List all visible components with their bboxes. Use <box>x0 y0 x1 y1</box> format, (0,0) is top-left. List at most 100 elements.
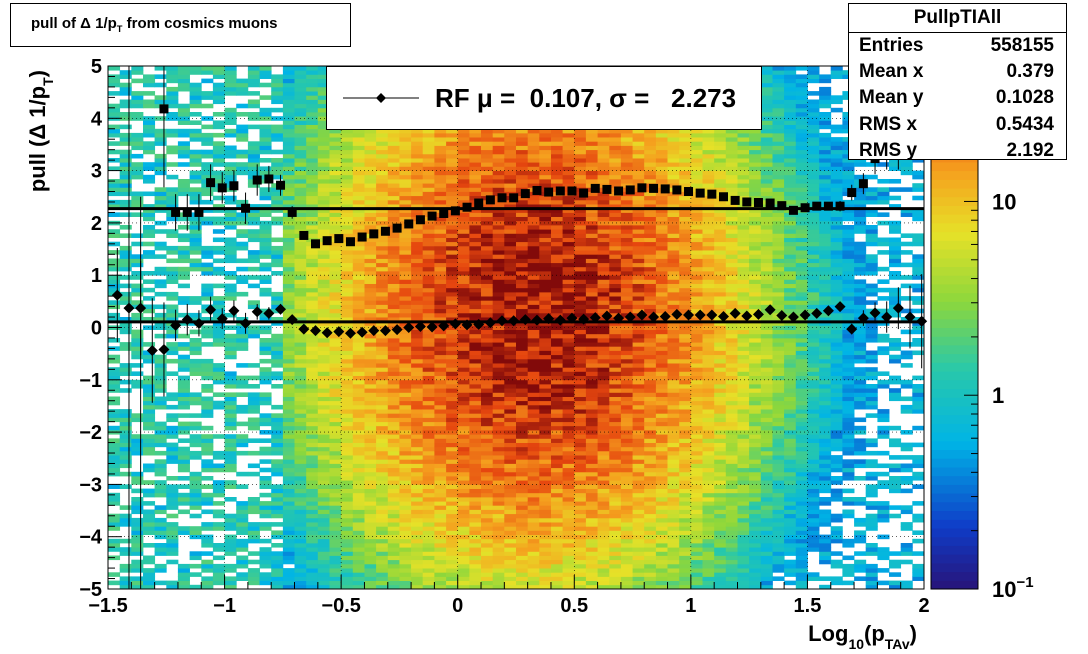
heatmap-cell <box>446 551 459 556</box>
heatmap-cell <box>189 329 202 335</box>
heatmap-cell <box>294 174 307 180</box>
heatmap-cell <box>119 291 132 297</box>
heatmap-cell <box>551 304 564 310</box>
heatmap-cell <box>399 346 412 351</box>
heatmap-cell <box>585 275 598 280</box>
heatmap-cell <box>539 547 552 552</box>
heatmap-cell <box>236 375 249 381</box>
heatmap-cell <box>143 308 156 314</box>
heatmap-cell <box>539 220 552 226</box>
heatmap-cell <box>434 492 447 498</box>
heatmap-cell <box>119 262 132 268</box>
heatmap-cell <box>317 229 330 234</box>
heatmap-cell <box>597 367 610 372</box>
heatmap-cell <box>516 421 529 427</box>
heatmap-cell <box>457 476 470 481</box>
heatmap-cell <box>306 396 319 402</box>
heatmap-cell <box>516 471 529 477</box>
heatmap-cell <box>119 275 132 280</box>
heatmap-cell <box>481 145 494 151</box>
heatmap-cell <box>457 233 470 238</box>
heatmap-cell <box>364 580 377 586</box>
heatmap-cell <box>259 522 272 527</box>
heatmap-cell <box>446 522 459 527</box>
heatmap-cell <box>504 262 517 268</box>
heatmap-cell <box>212 572 225 577</box>
heatmap-cell <box>154 404 167 410</box>
heatmap-cell <box>620 199 633 205</box>
heatmap-cell <box>212 195 225 201</box>
heatmap-cell <box>352 149 365 155</box>
heatmap-cell <box>282 258 295 264</box>
heatmap-cell <box>457 442 470 448</box>
heatmap-cell <box>527 409 540 414</box>
heatmap-cell <box>131 166 144 171</box>
heatmap-cell <box>446 153 459 159</box>
heatmap-cell <box>119 471 132 477</box>
heatmap-cell <box>119 568 132 573</box>
heatmap-cell <box>411 254 424 259</box>
heatmap-cell <box>294 86 307 92</box>
heatmap-cell <box>177 250 190 255</box>
heatmap-cell <box>434 158 447 163</box>
heatmap-cell <box>562 137 575 142</box>
heatmap-cell <box>516 338 529 343</box>
heatmap-cell <box>306 547 319 552</box>
heatmap-cell <box>504 421 517 427</box>
heatmap-cell <box>387 266 400 272</box>
heatmap-cell <box>411 400 424 406</box>
heatmap-cell <box>539 434 552 439</box>
heatmap-cell <box>224 312 237 318</box>
heatmap-cell <box>434 287 447 293</box>
heatmap-cell <box>504 153 517 159</box>
heatmap-cell <box>306 287 319 293</box>
heatmap-cell <box>574 497 587 502</box>
heatmap-cell <box>224 91 237 96</box>
heatmap-cell <box>282 241 295 247</box>
heatmap-cell <box>329 321 342 326</box>
heatmap-cell <box>352 522 365 527</box>
heatmap-cell <box>387 199 400 205</box>
heatmap-cell <box>387 459 400 464</box>
heatmap-cell <box>271 149 284 155</box>
heatmap-cell <box>597 179 610 184</box>
heatmap-cell <box>201 576 214 581</box>
heatmap-cell <box>422 434 435 439</box>
heatmap-cell <box>620 434 633 439</box>
heatmap-cell <box>387 526 400 531</box>
heatmap-cell <box>620 497 633 502</box>
heatmap-cell <box>411 522 424 527</box>
heatmap-cell <box>481 459 494 464</box>
heatmap-cell <box>294 400 307 406</box>
heatmap-cell <box>143 74 156 79</box>
heatmap-cell <box>469 467 482 473</box>
heatmap-cell <box>143 463 156 469</box>
heatmap-cell <box>504 174 517 180</box>
heatmap-cell <box>212 91 225 96</box>
heatmap-cell <box>201 400 214 406</box>
heatmap-cell <box>341 162 354 167</box>
heatmap-cell <box>527 404 540 410</box>
heatmap-cell <box>620 258 633 264</box>
heatmap-cell <box>364 312 377 318</box>
heatmap-cell <box>119 580 132 586</box>
heatmap-cell <box>364 132 377 138</box>
heatmap-cell <box>212 74 225 79</box>
heatmap-cell <box>306 128 319 134</box>
heatmap-cell <box>143 132 156 138</box>
heatmap-cell <box>154 442 167 448</box>
heatmap-cell <box>411 543 424 548</box>
heatmap-cell <box>551 505 564 510</box>
heatmap-cell <box>516 517 529 523</box>
heatmap-cell <box>620 367 633 372</box>
heatmap-cell <box>259 233 272 238</box>
heatmap-cell <box>481 530 494 535</box>
heatmap-cell <box>574 304 587 310</box>
heatmap-cell <box>119 547 132 552</box>
heatmap-cell <box>457 346 470 351</box>
heatmap-cell <box>317 187 330 192</box>
heatmap-cell <box>516 371 529 376</box>
heatmap-cell <box>469 568 482 573</box>
heatmap-cell <box>212 375 225 381</box>
heatmap-cell <box>446 434 459 439</box>
